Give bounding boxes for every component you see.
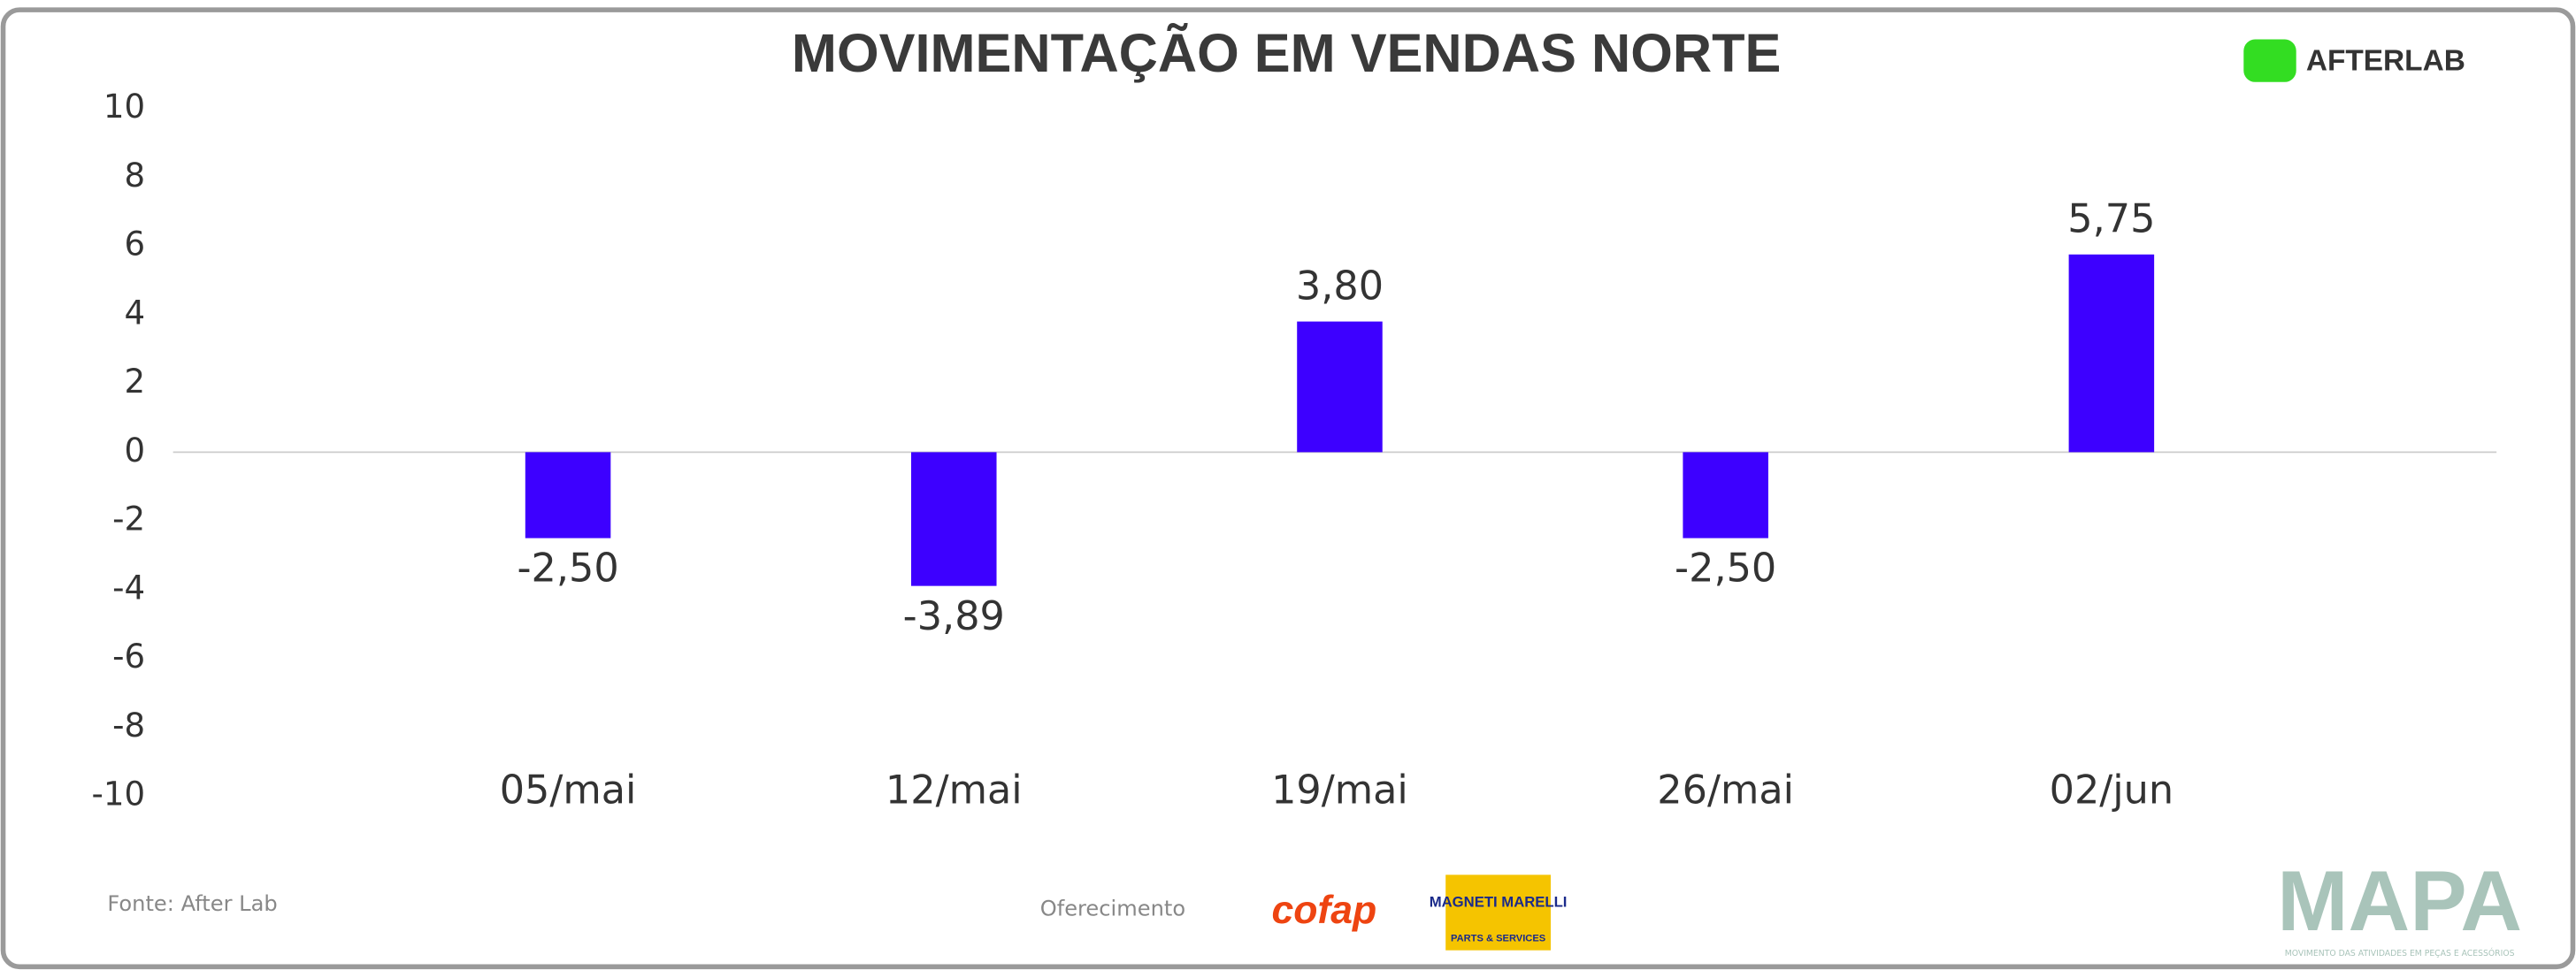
sponsor-label: Oferecimento [1040,896,1185,920]
y-tick-label: -2 [112,500,145,538]
bar [525,452,611,538]
data-label: -3,89 [903,593,1005,639]
bar [2068,254,2155,453]
y-tick-label: -6 [112,638,145,676]
y-tick-label: 0 [124,432,145,470]
frame [0,7,2576,970]
marelli-subtext: PARTS & SERVICES [1451,934,1545,944]
x-tick-label: 26/mai [1657,768,1794,813]
data-label: 3,80 [1296,263,1384,309]
bar [1297,321,1383,453]
x-tick-label: 12/mai [886,768,1023,813]
mapa-subtitle: MOVIMENTO DAS ATIVIDADES EM PEÇAS E ACES… [2285,948,2515,959]
y-tick-label: 4 [124,294,145,332]
y-tick-label: 10 [104,88,145,126]
y-tick-label: -10 [91,775,145,813]
x-tick-label: 02/jun [2050,768,2174,813]
y-tick-label: 6 [124,225,145,264]
marelli-logo: MAGNETI MARELLI [1430,893,1568,910]
data-label: -2,50 [517,546,618,592]
afterlab-logo: AFTERLAB [2306,44,2465,77]
y-tick-label: 8 [124,157,145,195]
x-tick-label: 19/mai [1271,768,1408,813]
y-tick-label: -8 [112,706,145,745]
afterlab-icon [2243,39,2296,82]
mapa-logo: MAPA [2277,854,2522,949]
chart-title: MOVIMENTAÇÃO EM VENDAS NORTE [792,23,1781,83]
x-tick-label: 05/mai [500,768,637,813]
source-note: Fonte: After Lab [107,891,277,916]
data-label: 5,75 [2067,196,2155,242]
data-label: -2,50 [1675,546,1776,592]
marelli-logo-bg [1445,875,1551,951]
y-tick-label: -4 [112,569,145,607]
bar [911,452,997,586]
cofap-logo: cofap [1271,889,1376,932]
y-tick-label: 2 [124,363,145,401]
bar [1683,452,1768,538]
